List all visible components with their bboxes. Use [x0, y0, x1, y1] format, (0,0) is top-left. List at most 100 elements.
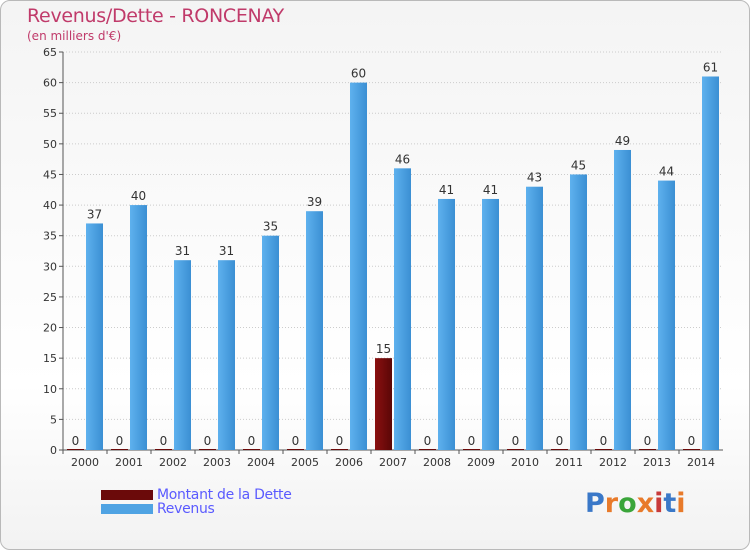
data-label-revenus: 35 — [263, 220, 278, 234]
data-label-revenus: 45 — [571, 158, 586, 172]
bar-revenus — [482, 198, 499, 450]
legend-label-dette: Montant de la Dette — [157, 487, 292, 503]
data-label-dette: 0 — [644, 434, 652, 448]
y-tick-label: 65 — [43, 46, 57, 59]
x-tick-label: 2006 — [335, 456, 363, 469]
bar-revenus — [394, 168, 411, 451]
bar-revenus — [658, 180, 675, 451]
data-label-dette: 0 — [512, 434, 520, 448]
y-tick-label: 0 — [50, 444, 57, 457]
y-tick-label: 35 — [43, 230, 57, 243]
bar-revenus — [174, 260, 191, 450]
data-label-revenus: 31 — [219, 244, 234, 258]
bar-dette — [551, 449, 568, 450]
data-label-revenus: 43 — [527, 171, 542, 185]
bar-dette — [419, 449, 436, 450]
bar-revenus — [614, 149, 631, 450]
y-tick-label: 55 — [43, 107, 57, 120]
y-tick-label: 40 — [43, 199, 57, 212]
data-label-revenus: 49 — [615, 134, 630, 148]
data-label-dette: 0 — [468, 434, 476, 448]
bar-dette — [287, 449, 304, 450]
logo-letter: r — [604, 488, 619, 519]
data-label-dette: 0 — [248, 434, 256, 448]
data-label-dette: 0 — [336, 434, 344, 448]
data-label-dette: 0 — [600, 434, 608, 448]
legend-label-revenus: Revenus — [157, 501, 215, 517]
x-tick-label: 2014 — [687, 456, 715, 469]
logo-letter: o — [618, 488, 637, 519]
y-tick-label: 60 — [43, 77, 57, 90]
data-label-revenus: 40 — [131, 189, 146, 203]
logo-letter: i — [654, 488, 664, 519]
y-tick-label: 45 — [43, 168, 57, 181]
x-tick-label: 2002 — [159, 456, 187, 469]
y-tick-label: 30 — [43, 260, 57, 273]
bar-dette — [155, 449, 172, 450]
x-tick-label: 2005 — [291, 456, 319, 469]
x-tick-label: 2010 — [511, 456, 539, 469]
x-tick-label: 2012 — [599, 456, 627, 469]
y-tick-label: 15 — [43, 352, 57, 365]
data-label-revenus: 61 — [703, 60, 718, 74]
y-tick-label: 50 — [43, 138, 57, 151]
y-tick-label: 25 — [43, 291, 57, 304]
logo-letter: x — [636, 488, 655, 519]
logo-letter: P — [585, 488, 605, 519]
bar-dette — [111, 449, 128, 450]
data-label-dette: 0 — [688, 434, 696, 448]
y-tick-label: 5 — [50, 413, 57, 426]
bar-revenus — [130, 205, 147, 450]
data-label-dette: 15 — [376, 342, 391, 356]
data-label-revenus: 44 — [659, 165, 674, 179]
bar-dette — [67, 449, 84, 450]
logo-letter: i — [676, 488, 686, 519]
bar-revenus — [570, 174, 587, 450]
data-label-revenus: 46 — [395, 152, 410, 166]
x-tick-label: 2001 — [115, 456, 143, 469]
bar-dette — [595, 449, 612, 450]
bar-dette — [199, 449, 216, 450]
x-tick-label: 2013 — [643, 456, 671, 469]
bar-revenus — [438, 198, 455, 450]
x-tick-label: 2011 — [555, 456, 583, 469]
bar-dette — [243, 449, 260, 450]
logo-letter: t — [663, 488, 677, 519]
x-tick-label: 2009 — [467, 456, 495, 469]
data-label-revenus: 31 — [175, 244, 190, 258]
bar-dette — [331, 449, 348, 450]
data-label-revenus: 37 — [87, 207, 102, 221]
legend-item-dette: Montant de la Dette — [101, 487, 292, 503]
bar-revenus — [702, 76, 719, 450]
bar-dette — [639, 449, 656, 450]
bar-revenus — [306, 211, 323, 450]
y-tick-label: 20 — [43, 322, 57, 335]
bar-revenus — [526, 186, 543, 450]
data-label-dette: 0 — [116, 434, 124, 448]
data-label-revenus: 39 — [307, 195, 322, 209]
x-tick-label: 2003 — [203, 456, 231, 469]
bar-revenus — [218, 260, 235, 450]
data-label-dette: 0 — [424, 434, 432, 448]
bar-revenus — [262, 235, 279, 450]
chart-subtitle: (en milliers d'€) — [27, 29, 122, 43]
data-label-revenus: 41 — [483, 183, 498, 197]
data-label-dette: 0 — [292, 434, 300, 448]
bar-dette — [683, 449, 700, 450]
proxiti-logo: Proxiti — [585, 488, 686, 519]
legend-swatch-revenus — [101, 504, 153, 514]
bar-dette — [375, 358, 392, 450]
chart-title: Revenus/Dette - RONCENAY — [27, 5, 284, 27]
legend-item-revenus: Revenus — [101, 501, 215, 517]
data-label-revenus: 60 — [351, 67, 366, 81]
data-label-dette: 0 — [160, 434, 168, 448]
bar-revenus — [350, 82, 367, 450]
bar-dette — [463, 449, 480, 450]
x-tick-label: 2004 — [247, 456, 275, 469]
data-label-dette: 0 — [556, 434, 564, 448]
x-tick-label: 2008 — [423, 456, 451, 469]
y-tick-label: 10 — [43, 383, 57, 396]
x-tick-label: 2000 — [71, 456, 99, 469]
